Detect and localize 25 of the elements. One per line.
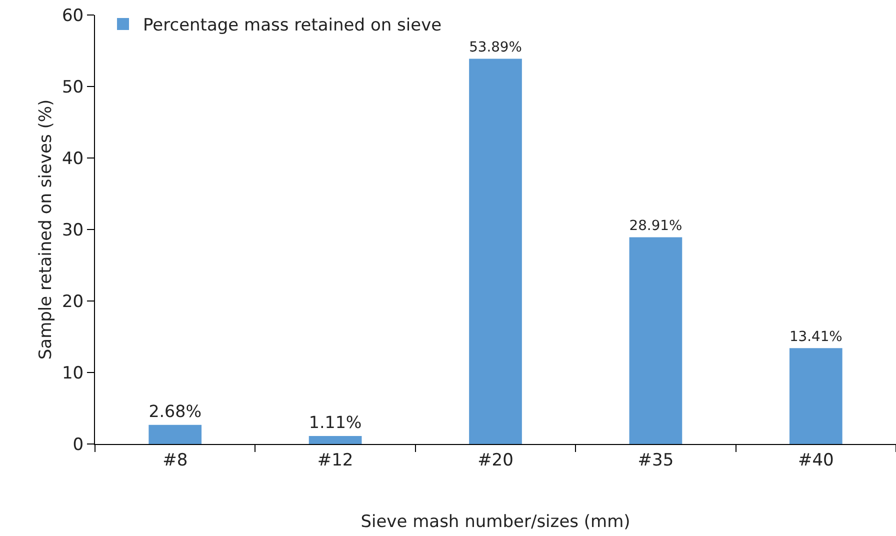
- data-label: 2.68%: [148, 402, 202, 421]
- bar: [308, 436, 362, 444]
- y-tick-label: 50: [62, 77, 84, 98]
- x-tick-label: #12: [317, 450, 354, 470]
- y-tick-label: 20: [62, 292, 84, 312]
- y-tick-label: 60: [62, 6, 84, 26]
- x-tick-label: #20: [478, 450, 514, 470]
- data-label: 1.11%: [308, 413, 362, 432]
- y-tick-label: 30: [62, 220, 84, 240]
- bar: [148, 424, 202, 444]
- y-tick-label: 0: [72, 434, 84, 455]
- x-axis-title: Sieve mash number/sizes (mm): [360, 512, 630, 532]
- bar: [789, 348, 842, 444]
- legend-label: Percentage mass retained on sieve: [143, 16, 442, 36]
- y-axis-title: Sample retained on sieves (%): [36, 99, 56, 360]
- data-label: 28.91%: [629, 218, 682, 234]
- x-tick-label: #35: [638, 450, 674, 470]
- y-tick-label: 10: [62, 363, 84, 384]
- data-label: 13.41%: [789, 329, 842, 346]
- data-label: 53.89%: [469, 40, 522, 56]
- x-tick-label: #8: [162, 450, 188, 470]
- x-tick-label: #40: [798, 450, 834, 470]
- bar: [469, 58, 522, 444]
- y-tick-label: 40: [62, 148, 84, 169]
- bar: [629, 237, 682, 444]
